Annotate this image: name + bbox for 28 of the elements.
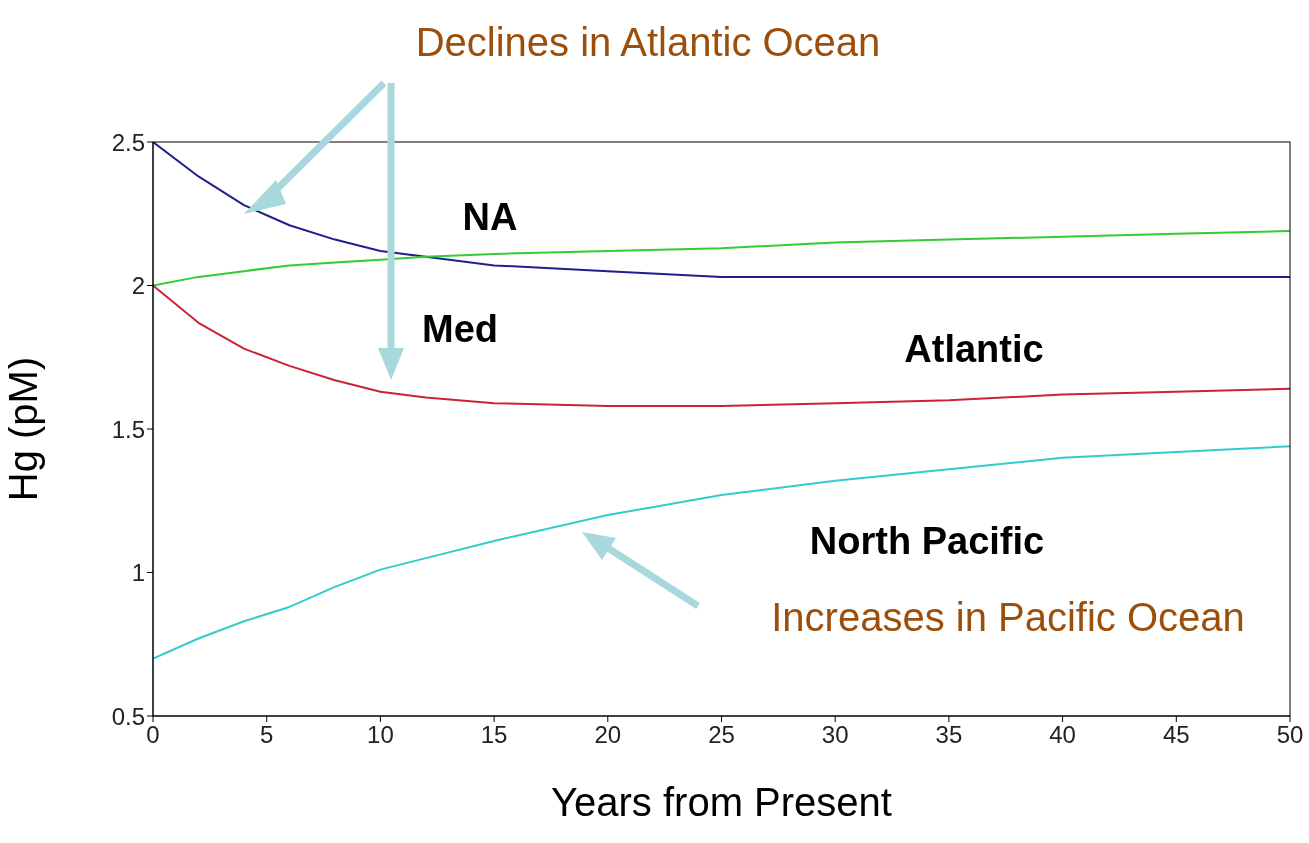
x-tick-label: 50 [1276, 721, 1304, 749]
x-tick-label: 20 [594, 721, 622, 749]
x-tick-label: 5 [260, 721, 274, 749]
y-tick-label: 0.5 [111, 702, 145, 730]
x-tick-label: 10 [367, 721, 394, 749]
line-series [153, 445, 1290, 660]
x-tick-label: 0 [146, 721, 160, 749]
x-tick-label: 15 [480, 721, 508, 749]
line-series [153, 229, 1290, 287]
x-tick-label: 40 [1049, 721, 1076, 749]
annotation: Increases in Pacific Ocean [771, 595, 1245, 639]
x-tick-label: 25 [708, 721, 735, 749]
annotation: NA [462, 196, 518, 238]
y-tick-label: 1 [131, 559, 145, 587]
y-tick-label: 2 [131, 272, 145, 300]
y-tick-label: 1.5 [111, 415, 145, 443]
x-tick-label: 35 [935, 721, 963, 749]
annotation: Atlantic [904, 328, 1044, 370]
annotation: Med [422, 308, 498, 350]
annotation: North Pacific [809, 520, 1045, 562]
y-tick-label: 2.5 [111, 128, 145, 156]
x-tick-label: 30 [821, 721, 849, 749]
line-series [153, 284, 1290, 408]
y-axis-title: Hg (pM) [1, 356, 46, 502]
x-tick-label: 45 [1162, 721, 1190, 749]
x-axis-title: Years from Present [551, 780, 892, 824]
text: Declines in Atlantic Ocean [415, 20, 881, 64]
line-series [153, 142, 1290, 278]
